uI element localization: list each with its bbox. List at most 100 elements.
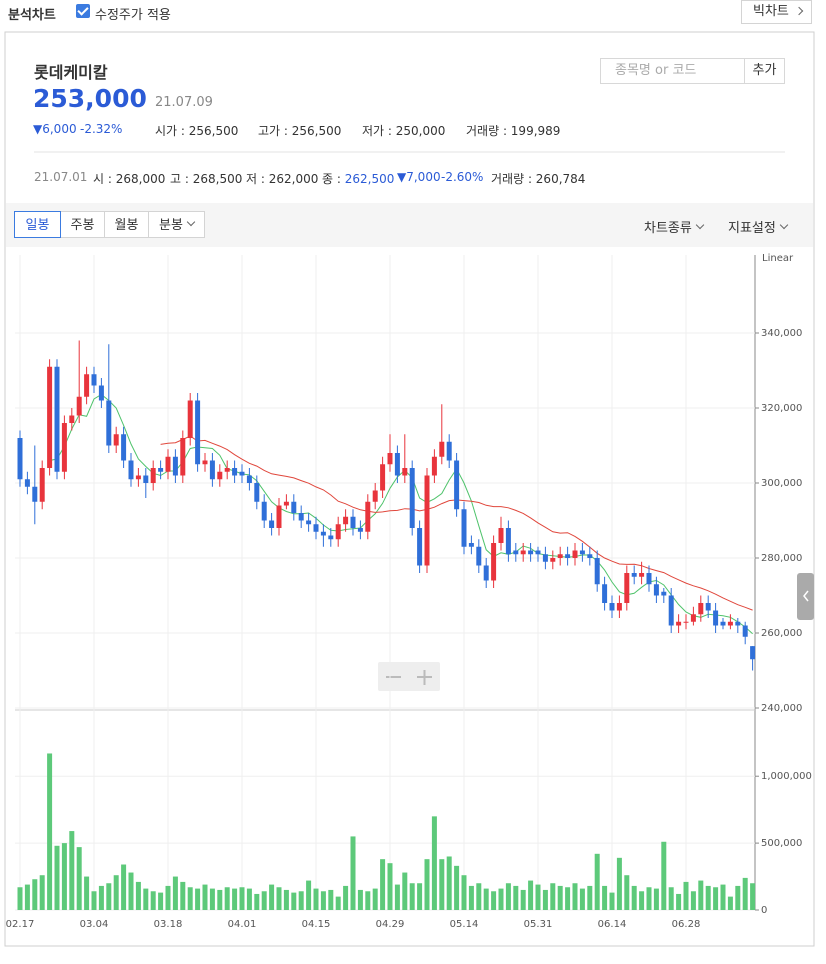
candle-body xyxy=(276,505,282,528)
candle-body xyxy=(520,550,526,555)
candle-body xyxy=(320,531,326,536)
candle-body xyxy=(402,468,408,476)
stat: 거래량199,989 xyxy=(466,122,560,139)
volume-bar xyxy=(587,885,593,910)
change: 6,000 xyxy=(33,122,76,136)
volume-bar xyxy=(150,891,156,910)
volume-bar xyxy=(121,864,127,910)
volume-bar xyxy=(498,888,504,910)
candle-body xyxy=(727,621,733,626)
period-tab[interactable]: 월봉 xyxy=(104,211,149,238)
x-tick-label: 06.14 xyxy=(598,919,627,930)
volume-bar xyxy=(720,884,726,910)
candle-body xyxy=(195,400,201,465)
candle-body xyxy=(232,468,238,476)
volume-bar xyxy=(76,847,82,910)
hover-stat: 저262,000 xyxy=(246,170,318,187)
period-tab[interactable]: 주봉 xyxy=(60,211,105,238)
candle-body xyxy=(17,438,23,480)
x-tick-label: 05.31 xyxy=(524,919,553,930)
volume-bar xyxy=(143,888,149,910)
hover-value: 268,000 xyxy=(115,172,166,186)
volume-bar xyxy=(483,888,489,910)
hover-label: 저 xyxy=(246,172,269,186)
indicator-menu[interactable]: 지표설정 xyxy=(728,217,789,236)
candle-body xyxy=(47,366,53,468)
hover-stat: 시268,000 xyxy=(93,170,165,187)
chart-type-menu[interactable]: 차트종류 xyxy=(644,217,705,236)
volume-bar xyxy=(276,887,282,910)
volume-bar xyxy=(106,883,112,910)
volume-bar xyxy=(357,889,363,910)
hover-value: 268,500 xyxy=(192,172,243,186)
price-date: 21.07.09 xyxy=(155,95,213,110)
volume-bar xyxy=(609,892,615,910)
volume-bar xyxy=(431,816,437,910)
candle-body xyxy=(690,614,696,622)
big-chart-button[interactable]: 빅차트 xyxy=(741,0,812,24)
volume-bar xyxy=(320,891,326,910)
y-tick-label: 340,000 xyxy=(761,328,802,339)
search-input[interactable]: 종목명 or 코드 xyxy=(600,58,745,84)
price: 253,000 xyxy=(33,84,147,113)
y-tick-label: 500,000 xyxy=(761,838,802,849)
moving-average-line xyxy=(49,393,753,635)
stat-value: 256,500 xyxy=(291,124,342,138)
volume-bar xyxy=(269,884,275,910)
volume-bar xyxy=(232,888,238,910)
volume-bar xyxy=(505,883,511,910)
candle-body xyxy=(343,516,349,525)
volume-bar xyxy=(32,879,38,910)
volume-bar xyxy=(128,872,134,910)
stat: 저가250,000 xyxy=(362,122,445,139)
checkbox[interactable] xyxy=(76,4,90,18)
volume-bar xyxy=(565,887,571,910)
volume-bar xyxy=(468,885,474,910)
chart-type-label: 차트종류 xyxy=(644,221,692,236)
hover-label: 고 xyxy=(170,172,193,186)
big-chart-label: 빅차트 xyxy=(753,4,789,19)
hover-value: 262,500 xyxy=(344,172,395,186)
volume-bar xyxy=(705,885,711,910)
candle-body xyxy=(505,528,511,555)
stat-value: 256,500 xyxy=(188,124,239,138)
add-button[interactable]: 추가 xyxy=(744,58,785,84)
volume-bar xyxy=(735,885,741,910)
candle-body xyxy=(498,528,504,543)
zoom-control[interactable] xyxy=(378,662,440,691)
period-tab[interactable]: 분봉 xyxy=(148,211,205,238)
stat-value: 250,000 xyxy=(395,124,446,138)
candle-body xyxy=(128,460,134,480)
candle-body xyxy=(113,434,119,446)
x-tick-label: 04.01 xyxy=(228,919,257,930)
hover-stat: 고268,500 xyxy=(170,170,242,187)
candle-body xyxy=(557,554,563,558)
candle-body xyxy=(84,374,90,397)
volume-bar xyxy=(616,857,622,910)
candle-body xyxy=(579,550,585,555)
candle-body xyxy=(594,558,600,585)
x-tick-label: 06.28 xyxy=(672,919,701,930)
volume-bar xyxy=(306,880,312,910)
stock-name: 롯데케미칼 xyxy=(34,63,108,82)
candle-body xyxy=(535,550,541,555)
candle-body xyxy=(187,400,193,438)
volume-bar xyxy=(217,889,223,910)
frame xyxy=(4,31,815,947)
candle-body xyxy=(306,520,312,525)
y-tick-label: 320,000 xyxy=(761,403,802,414)
candle-body xyxy=(239,471,245,476)
period-tab[interactable]: 일봉 xyxy=(14,211,61,238)
volume-bar xyxy=(135,881,141,910)
volume-bar xyxy=(365,891,371,910)
volume-bar xyxy=(180,881,186,910)
candle-body xyxy=(269,520,275,528)
candle-body xyxy=(735,621,741,626)
candle-body xyxy=(387,453,393,465)
candle-body xyxy=(461,509,467,547)
volume-bar xyxy=(113,875,119,910)
side-tab[interactable] xyxy=(797,573,814,620)
volume-bar xyxy=(535,884,541,910)
indicator-label: 지표설정 xyxy=(728,221,776,236)
